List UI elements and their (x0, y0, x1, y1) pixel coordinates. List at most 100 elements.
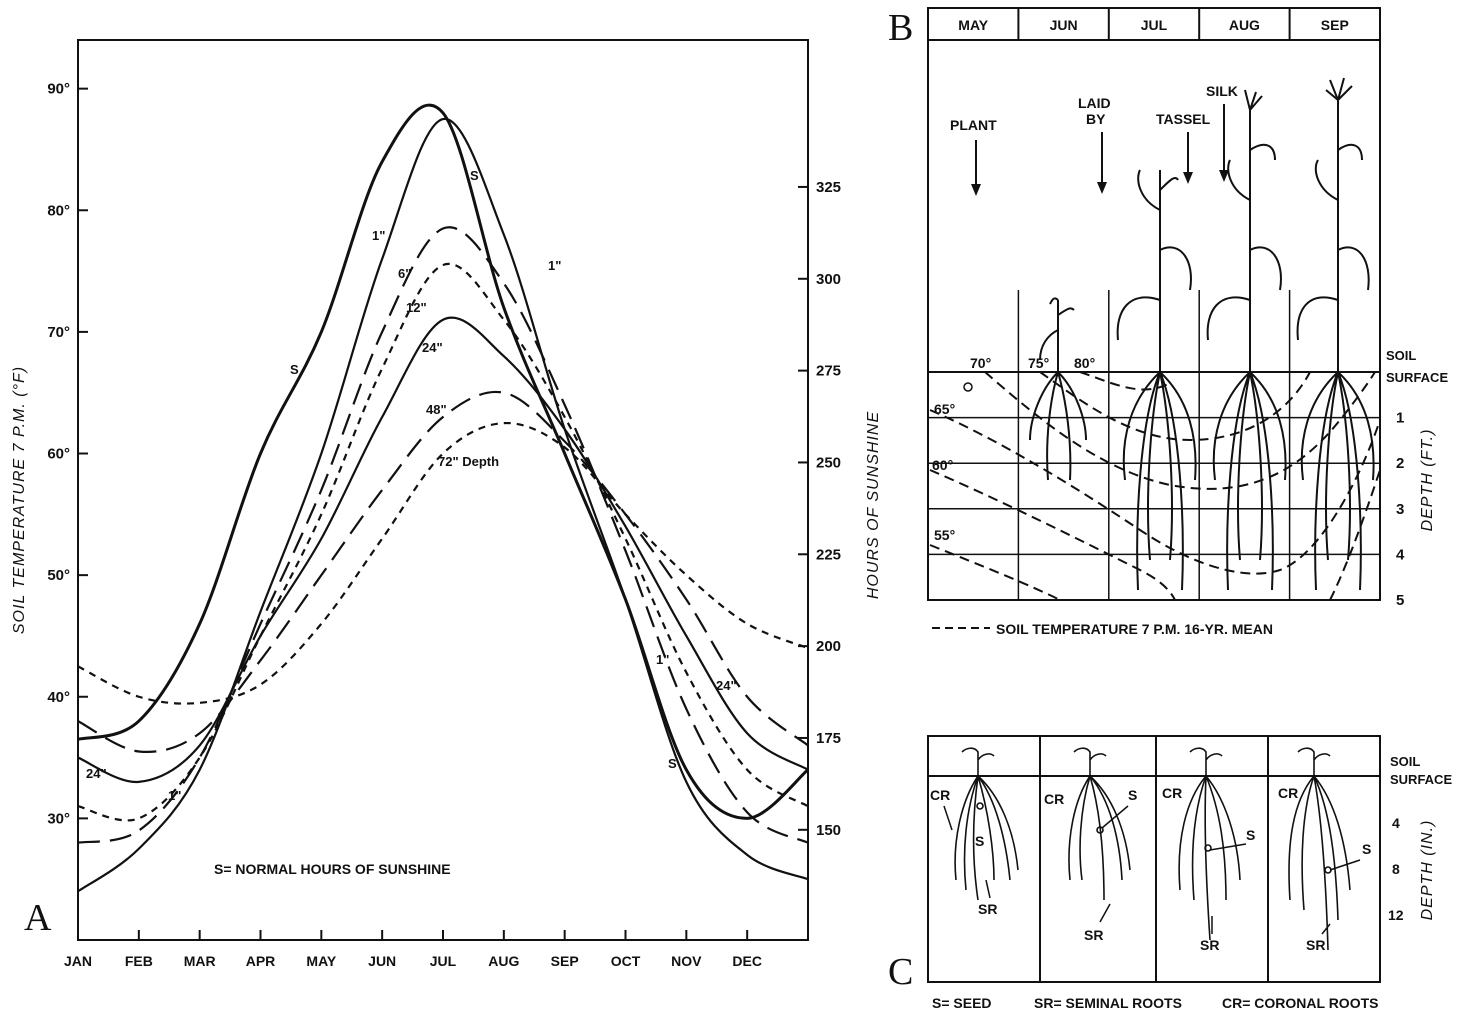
panel-b-depth-ticks: 1 2 3 4 5 (1396, 410, 1405, 609)
x-tick-label: NOV (671, 953, 702, 969)
y2-tick-label: 225 (816, 546, 841, 563)
event-silk-arrowhead (1219, 170, 1229, 182)
isotherm-deep (1329, 469, 1381, 601)
depth-tick-label: 5 (1396, 592, 1404, 609)
panel-b-marker (963, 382, 973, 392)
depth-4in: 4 (1392, 815, 1400, 831)
x-tick-label: JUN (368, 953, 396, 969)
y2-tick-label: 275 (816, 363, 841, 380)
x-tick-label: JAN (64, 953, 92, 969)
c2-cr: CR (1044, 791, 1064, 807)
label-6in: 6" (398, 266, 411, 281)
y-tick-label: 90° (47, 81, 70, 98)
panel-c-depth-ticks: 4 8 12 (1388, 815, 1404, 923)
month-label: SEP (1321, 17, 1349, 33)
label-24in-jan: 24" (86, 766, 107, 781)
panel-a-y2-label: HOURS OF SUNSHINE (865, 411, 882, 599)
label-48in: 48" (426, 402, 447, 417)
isotherm-70 (984, 371, 1376, 490)
isotherm-65 (929, 409, 1381, 575)
legend-seed: S= SEED (932, 995, 992, 1011)
c2-s: S (1128, 787, 1137, 803)
y2-tick-label: 175 (816, 730, 841, 747)
c4-s: S (1362, 841, 1371, 857)
c2-sr: SR (1084, 927, 1103, 943)
series-line (77, 390, 809, 753)
depth-8in: 8 (1392, 861, 1400, 877)
panel-c-frame (927, 735, 1381, 983)
label-24in: 24" (422, 340, 443, 355)
x-tick-label: AUG (488, 953, 519, 969)
seedling-3 (1178, 747, 1241, 941)
isotherm-80 (1079, 371, 1169, 391)
panel-letter-a: A (24, 897, 52, 939)
series-line (77, 262, 809, 822)
month-label: AUG (1229, 17, 1260, 33)
panel-c-y-label: DEPTH (IN.) (1419, 820, 1436, 921)
month-label: JUL (1141, 17, 1168, 33)
panel-a-y2-ticks: 150 175 200 225 250 275 300 325 (798, 179, 841, 839)
label-1in: 1" (372, 228, 385, 243)
isotherm-55 (929, 544, 1061, 601)
y-tick-label: 30° (47, 810, 70, 827)
panel-b: MAY JUN JUL AUG SEP 1 2 3 4 5 B SOIL SURFACE DEP… (888, 7, 1448, 637)
x-tick-label: DEC (732, 953, 762, 969)
month-label: MAY (958, 17, 988, 33)
panel-c-soil-label-1: SOIL (1390, 754, 1420, 769)
iso-55: 55° (934, 527, 955, 543)
depth-tick-label: 3 (1396, 501, 1404, 518)
panel-c-seedlings (954, 747, 1351, 951)
y2-tick-label: 250 (816, 454, 841, 471)
series-line (77, 422, 809, 705)
month-label: JUN (1050, 17, 1078, 33)
label-s-jul: S (470, 168, 479, 183)
label-s-nov: S (668, 756, 677, 771)
iso-80: 80° (1074, 355, 1095, 371)
panel-a: 30° 40° 50° 60° 70° 80° 90° 150 175 200 225 250 275… (11, 39, 882, 969)
series-line (77, 226, 809, 844)
panel-a-y-ticks: 30° 40° 50° 60° 70° 80° 90° (47, 81, 88, 827)
isotherm-75 (1039, 371, 1311, 442)
c3-s: S (1246, 827, 1255, 843)
c4-cr: CR (1278, 785, 1298, 801)
panel-b-soil-label-2: SURFACE (1386, 370, 1448, 385)
panel-b-plants (1029, 77, 1375, 591)
y-tick-label: 50° (47, 567, 70, 584)
panel-letter-c: C (888, 951, 913, 993)
panel-b-legend: SOIL TEMPERATURE 7 P.M. 16-YR. MEAN (996, 621, 1273, 637)
c1-cr: CR (930, 787, 950, 803)
depth-tick-label: 2 (1396, 455, 1404, 472)
label-24in-nov: 24" (716, 678, 737, 693)
x-tick-label: OCT (611, 953, 641, 969)
event-plant: PLANT (950, 117, 997, 133)
label-1in-mar: 1" (168, 788, 181, 803)
panel-c-soil-label-2: SURFACE (1390, 772, 1452, 787)
panel-c-labels: CR S SR CR S SR CR S SR CR S SR (930, 785, 1371, 953)
x-tick-label: FEB (125, 953, 153, 969)
iso-65: 65° (934, 401, 955, 417)
panel-a-series (77, 103, 809, 893)
x-tick-label: SEP (551, 953, 579, 969)
plant-sep (1296, 77, 1375, 591)
panel-c-legend: S= SEED SR= SEMINAL ROOTS CR= CORONAL RO… (932, 995, 1378, 1011)
panel-letter-b: B (888, 7, 913, 49)
depth-12in: 12 (1388, 907, 1404, 923)
event-plant-arrowhead (971, 184, 981, 196)
y2-tick-label: 300 (816, 271, 841, 288)
label-12in: 12" (406, 300, 427, 315)
label-72in: 72" Depth (438, 454, 499, 469)
legend-coronal: CR= CORONAL ROOTS (1222, 995, 1378, 1011)
depth-tick-label: 1 (1396, 410, 1404, 427)
y2-tick-label: 325 (816, 179, 841, 196)
depth-tick-label: 4 (1396, 546, 1405, 563)
y-tick-label: 60° (47, 446, 70, 463)
series-line (77, 316, 809, 783)
seedling-4 (1288, 747, 1351, 951)
y-tick-label: 80° (47, 202, 70, 219)
panel-a-curve-labels: 1" 6" 12" 24" 48" 72" Depth 24" 1" S S S… (86, 168, 737, 803)
x-tick-label: MAR (184, 953, 216, 969)
plant-jun (1029, 297, 1087, 481)
seedling-1 (954, 747, 1019, 901)
panel-b-grid (928, 8, 1380, 600)
panel-c: SOIL SURFACE 4 8 12 DEPTH (IN.) C (888, 735, 1452, 1011)
